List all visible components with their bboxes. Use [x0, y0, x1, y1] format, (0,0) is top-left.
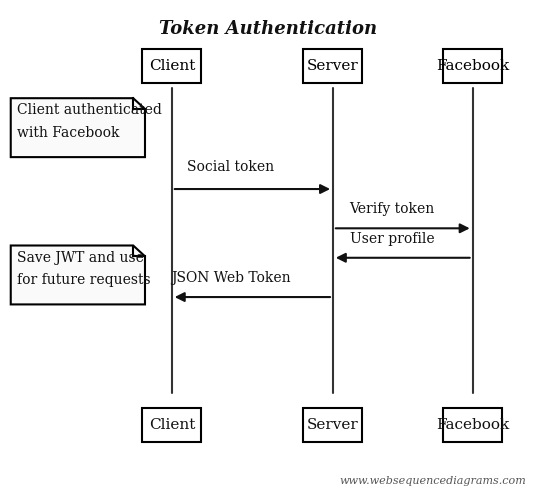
Text: Client: Client — [149, 418, 195, 432]
Text: Client authenticated: Client authenticated — [17, 104, 162, 117]
FancyBboxPatch shape — [303, 49, 362, 83]
Text: Token Authentication: Token Authentication — [159, 21, 378, 38]
FancyBboxPatch shape — [443, 49, 502, 83]
Text: Facebook: Facebook — [436, 59, 509, 73]
FancyBboxPatch shape — [443, 408, 502, 442]
Text: Save JWT and use: Save JWT and use — [17, 251, 144, 265]
Polygon shape — [11, 246, 145, 304]
Polygon shape — [11, 98, 145, 157]
FancyBboxPatch shape — [142, 408, 201, 442]
Text: Server: Server — [307, 59, 359, 73]
FancyBboxPatch shape — [142, 49, 201, 83]
Text: with Facebook: with Facebook — [17, 126, 120, 139]
Text: Verify token: Verify token — [350, 202, 434, 216]
Text: www.websequencediagrams.com: www.websequencediagrams.com — [339, 476, 526, 486]
Text: JSON Web Token: JSON Web Token — [171, 271, 291, 285]
Text: Social token: Social token — [187, 160, 274, 174]
Text: for future requests: for future requests — [17, 273, 151, 287]
Text: Server: Server — [307, 418, 359, 432]
FancyBboxPatch shape — [303, 408, 362, 442]
Text: Client: Client — [149, 59, 195, 73]
Text: User profile: User profile — [350, 231, 434, 246]
Text: Facebook: Facebook — [436, 418, 509, 432]
